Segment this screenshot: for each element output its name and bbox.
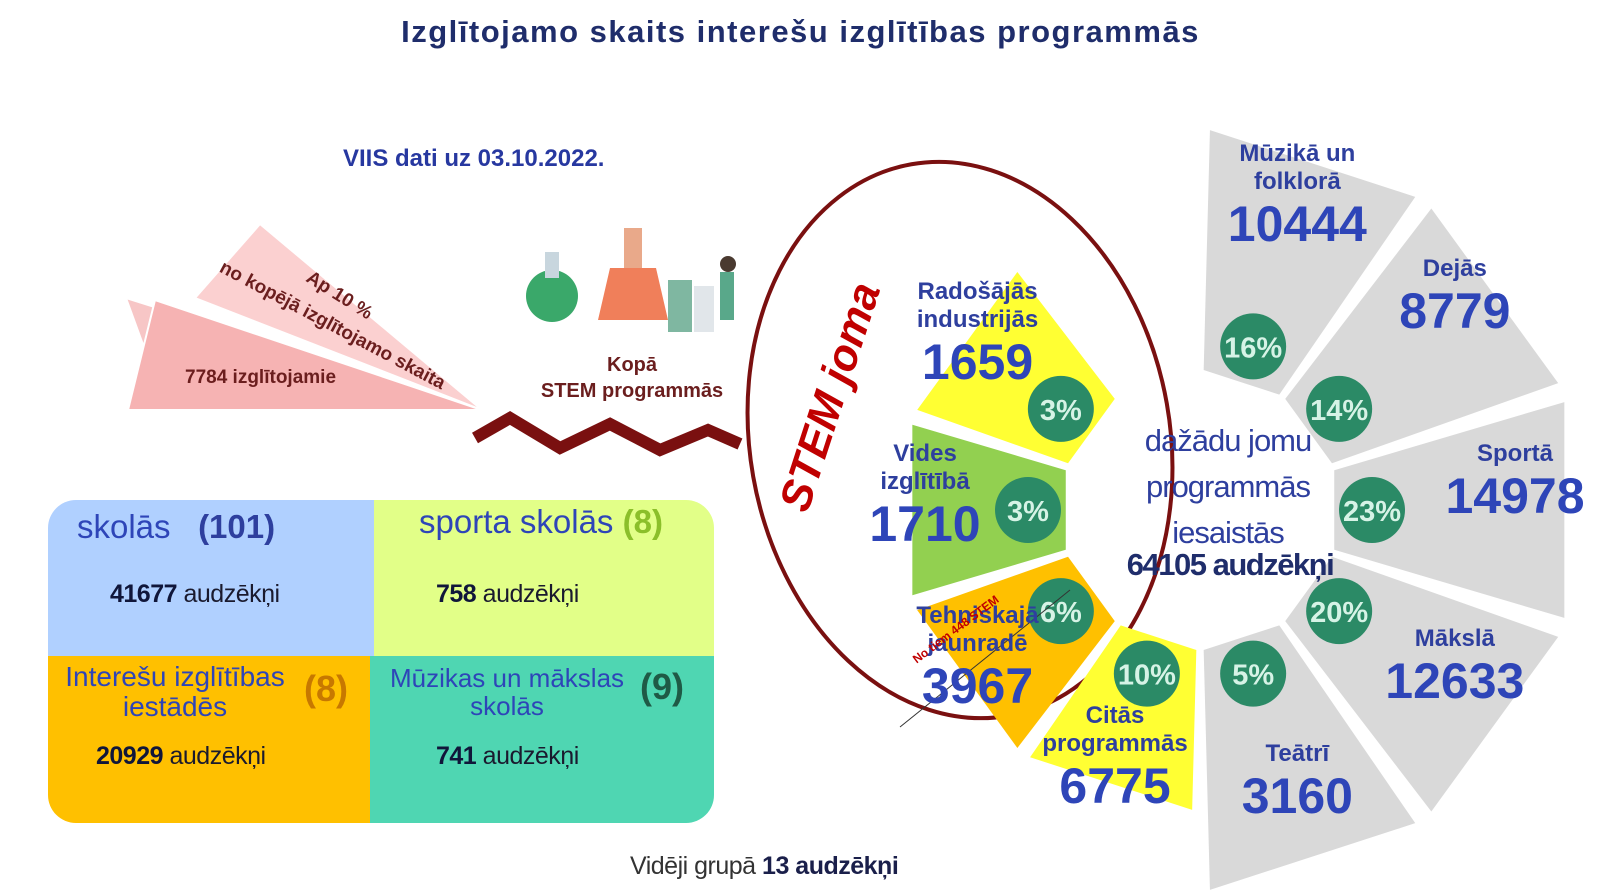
pct-label: 5% [1232,660,1274,692]
slice-value: 14978 [1445,468,1585,524]
stem-fan-line3: 7784 izglītojamie [185,367,337,388]
footer-average: Vidēji grupā 13 audzēkņi [630,852,899,880]
institution-puzzle: skolās (101) 41677 audzēkņi sporta skolā… [48,500,714,823]
puzzle-piece-sports: sporta skolās (8) 758 audzēkņi [374,500,714,656]
pct-circle [1220,313,1287,380]
slice-value: 3160 [1241,767,1353,824]
slice-category: Mūzikā un [1239,140,1356,168]
stem-label-line1: Kopā [607,354,657,376]
schools-label: skolās (101) [77,508,276,545]
slice-category-line2: jaunradē [927,629,1028,657]
pct-circle [1220,640,1287,707]
puzzle-piece-music-art: Mūzikas un mākslas skolās (9) 741 audzēkņ… [370,656,714,823]
center-total: 64105 audzēkņi [1126,547,1335,582]
slice-category-line2: programmās [1042,729,1188,757]
schools-students: 41677 audzēkņi [110,580,280,608]
slice-label: Tehniskajā jaunradē 3967 [883,602,1073,714]
slice-category: Sportā [1476,440,1553,467]
center-line3: iesaistās [1172,515,1285,550]
pie-slice [912,424,1066,596]
slice-value: 1710 [869,496,981,552]
center-text: dažādu jomu programmās iesaistās [1108,418,1348,556]
interest-label: Interešu izglītības iestādēs [65,661,285,722]
sports-label: sporta skolās (8) [419,503,663,540]
slice-category: Tehniskajā [916,601,1039,629]
zigzag-connector [472,411,743,457]
slice-category: Teātrī [1265,739,1330,767]
music-art-label: Mūzikas un mākslas skolās [389,663,625,721]
slice-category: Radošājās [917,278,1038,306]
stem-fan-top [193,222,483,411]
sports-students: 758 audzēkņi [436,580,579,608]
slice-label: Mākslā 12633 [1360,625,1550,709]
pct-circle [1339,477,1405,543]
slice-label: Radošājās industrijās 1659 [883,278,1073,390]
slice-value: 10444 [1227,196,1367,253]
pct-label: 3% [1007,496,1049,528]
pct-circle [1113,640,1180,707]
pct-circle [1306,375,1373,442]
pct-label: 16% [1224,332,1282,364]
source-note: VIIS dati uz 03.10.2022. [343,145,605,172]
slice-category-line2: folklorā [1253,168,1341,196]
music-art-students: 741 audzēkņi [436,742,579,770]
slice-category-line2: izglītībā [880,468,970,495]
interest-count: (8) [304,668,348,709]
pct-circle [1027,375,1094,442]
slice-value: 12633 [1385,653,1525,710]
slice-category-line2: industrijās [916,306,1039,334]
slice-label: Citās programmās 6775 [1020,702,1210,814]
slice-label: Teātrī 3160 [1202,740,1392,824]
pct-label: 10% [1118,660,1176,692]
pct-label: 3% [1040,395,1082,427]
slice-value: 1659 [921,334,1034,391]
pct-label: 23% [1343,496,1401,528]
lab-illustration [526,228,736,332]
slice-label: Dejās 8779 [1360,255,1550,339]
pct-circle [1027,578,1094,645]
slice-category: Citās [1085,701,1145,729]
pct-label: 20% [1310,597,1368,629]
pct-label: 14% [1310,395,1368,427]
pct-label: 6% [1040,597,1082,629]
stem-fan-front [126,298,483,411]
slice-value: 3967 [921,657,1034,714]
slice-label: Vides izglītībā 1710 [830,440,1020,552]
slice-value: 8779 [1399,282,1511,339]
slice-category: Vides [893,440,957,467]
interest-students: 20929 audzēkņi [96,742,266,770]
stem-label-line2: STEM programmās [540,380,724,402]
pct-circle [995,477,1061,543]
slice-label: Sportā 14978 [1420,440,1601,524]
center-line1: dažādu jomu [1144,423,1313,458]
puzzle-piece-interest: Interešu izglītības iestādēs (8) 20929 au… [48,656,374,823]
slice-value: 6775 [1059,757,1171,814]
stem-total-label: Kopā STEM programmās [528,352,736,404]
slice-label: Mūzikā un folklorā 10444 [1202,140,1392,252]
pie-slice [1334,402,1565,618]
pct-circle [1306,578,1373,645]
slice-category: Dejās [1422,254,1487,282]
slice-category: Mākslā [1414,625,1495,653]
music-art-count: (9) [640,666,684,707]
page-title: Izglītojamo skaits interešu izglītības p… [401,14,1200,49]
puzzle-piece-schools: skolās (101) 41677 audzēkņi [48,500,374,656]
center-line2: programmās [1146,469,1311,504]
stem-note-line [899,589,1071,728]
